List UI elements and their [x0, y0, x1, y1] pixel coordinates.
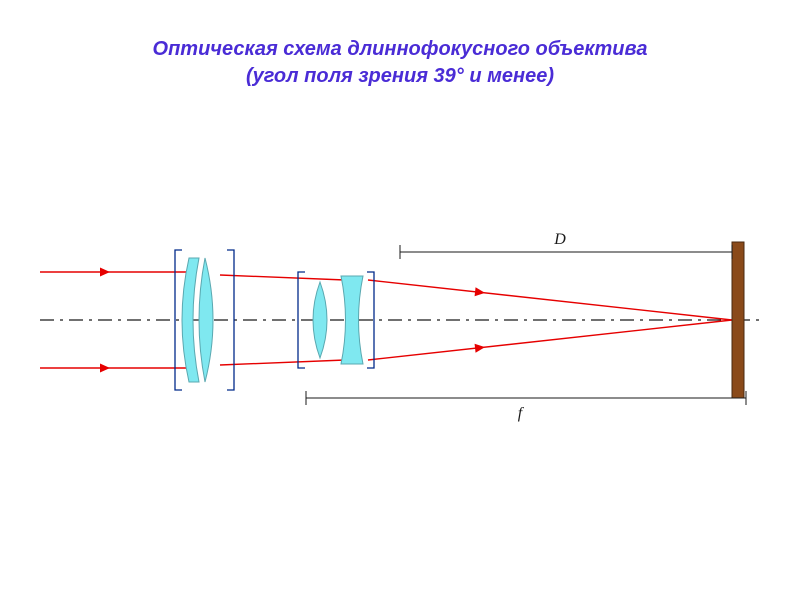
dim-f-label: f — [518, 405, 525, 422]
title-line1: Оптическая схема длиннофокусного объекти… — [153, 38, 648, 60]
ray-mid-bot — [220, 360, 345, 365]
image-plane — [732, 242, 744, 398]
rear-lens-convex — [313, 282, 327, 358]
diagram-title: Оптическая схема длиннофокусного объекти… — [0, 36, 800, 90]
front-bracket-right — [227, 250, 234, 390]
optical-diagram: Df — [30, 180, 770, 465]
front-lens-2 — [199, 258, 213, 382]
ray-mid-top — [220, 275, 345, 280]
title-line2: (угол поля зрения 39° и менее) — [246, 65, 554, 87]
ray-out-top — [368, 280, 732, 320]
dim-d-label: D — [553, 231, 566, 248]
ray-out-bot — [368, 320, 732, 360]
